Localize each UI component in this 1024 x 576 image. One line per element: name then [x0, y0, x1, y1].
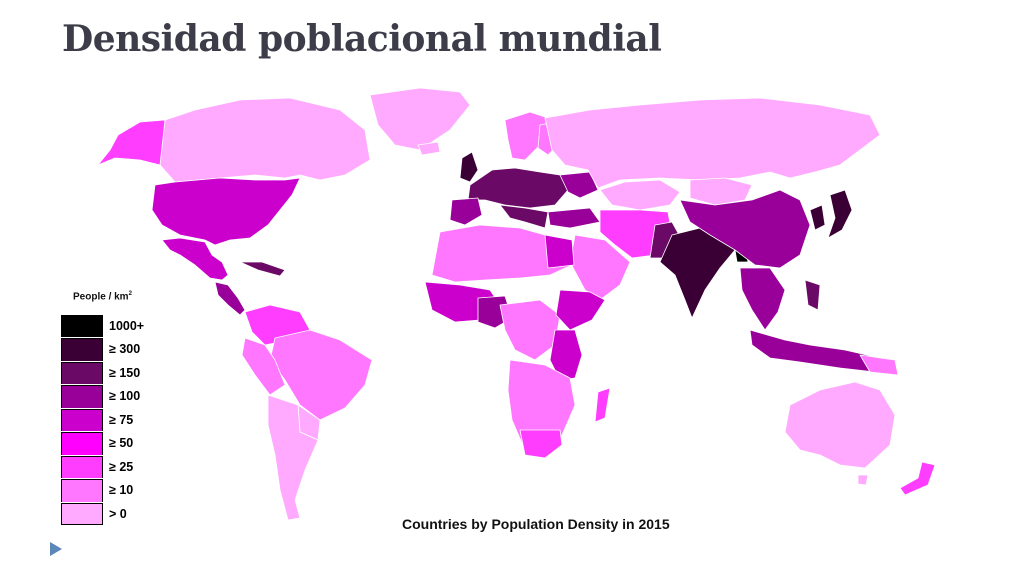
legend-swatch — [61, 361, 103, 384]
legend-label: ≥ 25 — [109, 459, 134, 474]
region-mongolia — [689, 177, 753, 206]
region-mexico — [161, 237, 229, 281]
legend-label: ≥ 50 — [109, 436, 134, 451]
region-turkey — [547, 207, 601, 229]
legend-label: 1000+ — [109, 318, 145, 333]
region-alaska — [97, 119, 166, 166]
region-png — [859, 354, 899, 376]
legend-swatch — [61, 432, 103, 455]
legend-item: 1000+ — [61, 314, 144, 338]
region-japan — [827, 189, 853, 239]
legend-swatch — [61, 385, 103, 408]
region-scandinavia — [504, 111, 549, 161]
region-madagascar — [594, 387, 611, 423]
legend-item: > 0 — [61, 502, 144, 526]
region-western-europe — [467, 167, 569, 209]
legend-swatch — [61, 502, 103, 525]
region-ukraine — [559, 171, 599, 199]
legend-swatch — [61, 455, 103, 478]
region-tasmania — [857, 474, 869, 486]
region-korea — [809, 204, 826, 231]
region-indonesia — [749, 329, 881, 373]
legend-item: ≥ 10 — [61, 479, 144, 503]
slide-title: Densidad poblacional mundial — [62, 18, 662, 60]
region-east-africa — [549, 329, 583, 381]
region-argentina-chile — [267, 394, 319, 521]
region-north-africa — [431, 224, 573, 283]
legend-label: ≥ 150 — [109, 365, 141, 380]
region-russia — [544, 97, 881, 189]
region-central-america — [214, 281, 246, 316]
next-slide-arrow-icon[interactable] — [50, 542, 62, 556]
region-iberia — [449, 197, 483, 226]
region-china — [679, 189, 811, 269]
region-italy-balkans — [499, 204, 549, 229]
legend-item: ≥ 75 — [61, 408, 144, 432]
legend-title: People / km2 — [73, 291, 132, 303]
legend-label: ≥ 100 — [109, 389, 141, 404]
legend-swatch — [61, 314, 103, 337]
legend-item: ≥ 150 — [61, 361, 144, 385]
legend-swatch — [61, 408, 103, 431]
region-caribbean — [239, 261, 286, 277]
region-south-africa — [519, 429, 563, 459]
region-kazakhstan — [599, 179, 681, 211]
region-central-africa — [499, 299, 561, 361]
legend-swatch — [61, 338, 103, 361]
legend: 1000+ ≥ 300 ≥ 150 ≥ 100 ≥ 75 ≥ 50 ≥ 25 ≥… — [61, 314, 144, 526]
region-uk — [459, 151, 479, 183]
legend-item: ≥ 50 — [61, 432, 144, 456]
legend-label: ≥ 75 — [109, 412, 134, 427]
map-caption: Countries by Population Density in 2015 — [402, 516, 670, 532]
region-egypt — [544, 234, 575, 269]
region-peru-bolivia — [241, 337, 286, 396]
legend-title-superscript: 2 — [128, 291, 132, 297]
region-ethiopia — [555, 289, 606, 331]
region-new-zealand — [899, 461, 936, 496]
region-arabia — [569, 234, 631, 301]
legend-label: ≥ 10 — [109, 483, 134, 498]
legend-swatch — [61, 479, 103, 502]
legend-item: ≥ 100 — [61, 385, 144, 409]
legend-label: ≥ 300 — [109, 342, 141, 357]
region-iceland — [417, 141, 441, 156]
legend-label: > 0 — [109, 506, 127, 521]
region-philippines — [804, 279, 821, 311]
region-canada — [159, 97, 371, 183]
legend-item: ≥ 25 — [61, 455, 144, 479]
region-usa — [151, 177, 301, 246]
region-indochina — [739, 267, 786, 331]
legend-item: ≥ 300 — [61, 338, 144, 362]
region-greenland — [369, 87, 471, 151]
region-australia — [784, 381, 896, 469]
